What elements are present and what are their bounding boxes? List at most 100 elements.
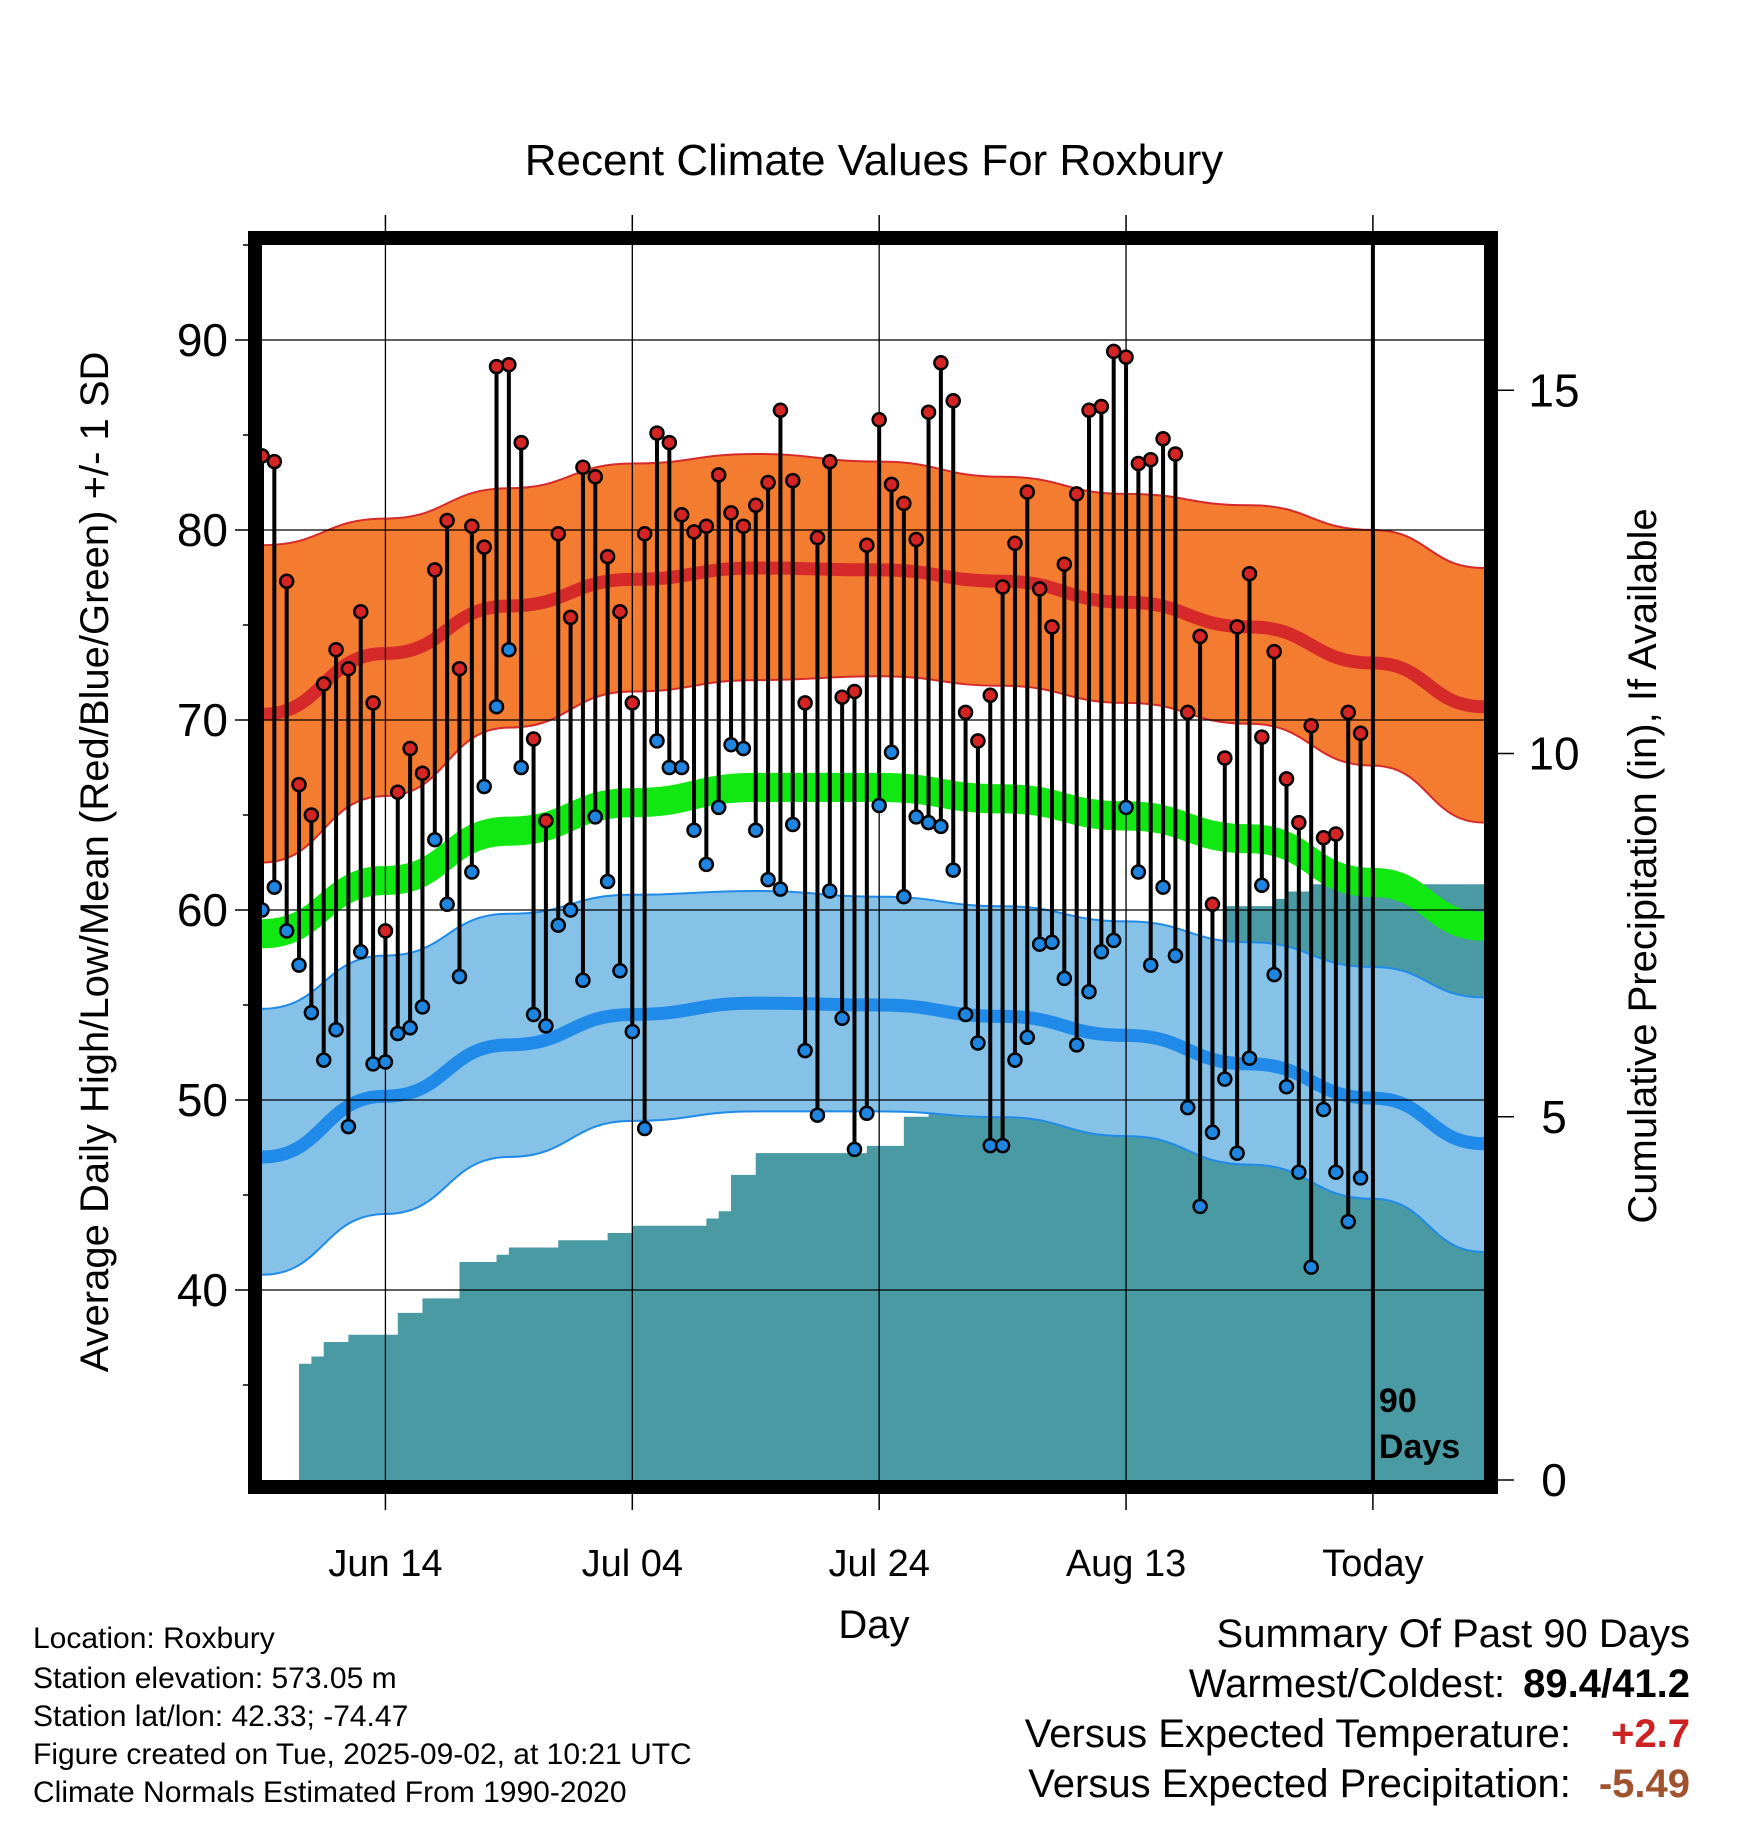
- y-axis-label-right: Cumulative Precipitation (in), If Availa…: [1621, 508, 1665, 1223]
- daily-high-point: [834, 689, 850, 705]
- daily-low-point: [501, 641, 517, 658]
- daily-high-point: [550, 526, 566, 542]
- daily-high-point: [1303, 717, 1319, 734]
- daily-high-point: [673, 507, 690, 523]
- daily-low-point: [957, 1006, 974, 1023]
- daily-low-point: [1118, 799, 1134, 816]
- elevation-text: Station elevation: 573.05 m: [33, 1662, 397, 1695]
- y-right-tick-label: 10: [1528, 728, 1579, 780]
- daily-low-point: [525, 1006, 542, 1023]
- daily-low-point: [970, 1035, 986, 1051]
- daily-low-point: [883, 744, 900, 761]
- daily-low-point: [1142, 957, 1159, 973]
- daily-high-point: [624, 695, 641, 711]
- daily-low-point: [1217, 1071, 1233, 1087]
- daily-low-point: [636, 1120, 653, 1137]
- daily-low-point: [1105, 932, 1122, 949]
- daily-low-point: [476, 778, 492, 795]
- daily-high-point: [723, 505, 739, 521]
- daily-high-point: [883, 476, 900, 493]
- daily-low-point: [575, 972, 591, 989]
- warmest-coldest-label: Warmest/Coldest:: [1188, 1662, 1506, 1706]
- daily-high-point: [1068, 486, 1085, 502]
- daily-high-point: [488, 358, 505, 375]
- axes-group: 40 50 60 70 80 90 0 5 10 15 Jun 14 Jul 04 Jul 24 Aug …: [177, 215, 1580, 1585]
- daily-high-point: [476, 539, 492, 555]
- daily-low-point: [1093, 944, 1110, 960]
- daily-low-point: [365, 1056, 381, 1072]
- daily-high-point: [896, 495, 912, 512]
- daily-high-point: [266, 453, 283, 470]
- daily-low-point: [673, 759, 690, 776]
- low-sd-band: [262, 891, 1484, 1275]
- daily-high-point: [908, 531, 924, 548]
- daily-low-point: [1328, 1164, 1344, 1180]
- daily-low-point: [1229, 1145, 1245, 1161]
- daily-high-point: [1229, 619, 1245, 635]
- daily-high-point: [970, 733, 986, 749]
- summary-precipitation: Versus Expected Precipitation: -5.49: [1028, 1762, 1690, 1807]
- daily-high-point: [982, 687, 999, 704]
- daily-high-point: [513, 434, 529, 451]
- daily-low-point: [1340, 1213, 1356, 1230]
- daily-points-group: [254, 343, 1369, 1275]
- daily-high-point: [1044, 619, 1060, 635]
- daily-low-point: [1068, 1037, 1085, 1053]
- daily-low-point: [513, 759, 529, 776]
- daily-low-point: [859, 1105, 875, 1122]
- daily-low-point: [414, 999, 431, 1015]
- daily-high-point: [1155, 431, 1171, 447]
- daily-low-point: [1278, 1078, 1295, 1095]
- high-sd-band: [262, 454, 1484, 863]
- daily-high-point: [920, 404, 937, 420]
- daily-high-point: [599, 548, 616, 565]
- daily-high-point: [747, 497, 764, 514]
- daily-high-point: [1340, 704, 1356, 721]
- daily-high-point: [402, 740, 418, 757]
- x-tick-label: Jul 24: [828, 1543, 929, 1585]
- daily-high-point: [1328, 826, 1344, 842]
- daily-high-point: [1266, 643, 1282, 660]
- daily-high-point: [1278, 771, 1295, 787]
- daily-low-point: [538, 1018, 554, 1034]
- plot-frame: [248, 231, 1498, 1494]
- precipitation-anomaly-value: -5.49: [1598, 1762, 1690, 1806]
- daily-high-point: [464, 518, 480, 534]
- daily-high-point: [1056, 556, 1073, 572]
- daily-high-point: [1204, 896, 1221, 913]
- daily-high-point: [822, 453, 838, 470]
- x-tick-label: Today: [1322, 1543, 1423, 1585]
- today-marker-group: 90 Days: [1370, 238, 1460, 1487]
- daily-low-point: [266, 879, 283, 895]
- daily-low-point: [735, 740, 752, 757]
- daily-low-point: [1266, 966, 1282, 983]
- daily-low-point: [451, 968, 468, 985]
- daily-high-point: [809, 529, 826, 546]
- daily-low-point: [710, 799, 727, 816]
- location-text: Location: Roxbury: [33, 1622, 275, 1655]
- window-label-days: Days: [1379, 1428, 1460, 1466]
- daily-high-point: [957, 704, 974, 721]
- daily-high-point: [859, 537, 875, 553]
- daily-low-point: [278, 923, 295, 939]
- daily-low-point: [1241, 1050, 1258, 1066]
- daily-low-point: [772, 881, 789, 897]
- daily-high-point: [945, 393, 961, 409]
- daily-high-point: [933, 355, 949, 371]
- temperature-label: Versus Expected Temperature:: [1024, 1712, 1572, 1756]
- daily-high-point: [1217, 750, 1233, 766]
- y-left-tick-label: 90: [177, 314, 228, 366]
- daily-low-point: [1031, 936, 1048, 952]
- daily-high-point: [501, 356, 517, 373]
- daily-high-point: [427, 562, 443, 578]
- daily-low-point: [612, 963, 628, 979]
- daily-high-point: [772, 402, 789, 419]
- daily-low-point: [1204, 1124, 1221, 1141]
- daily-low-point: [686, 822, 702, 838]
- latlon-text: Station lat/lon: 42.33; -74.47: [33, 1700, 409, 1733]
- daily-high-point: [1105, 343, 1122, 360]
- daily-low-point: [945, 862, 961, 878]
- daily-low-point: [1044, 934, 1060, 951]
- daily-high-point: [1142, 451, 1159, 468]
